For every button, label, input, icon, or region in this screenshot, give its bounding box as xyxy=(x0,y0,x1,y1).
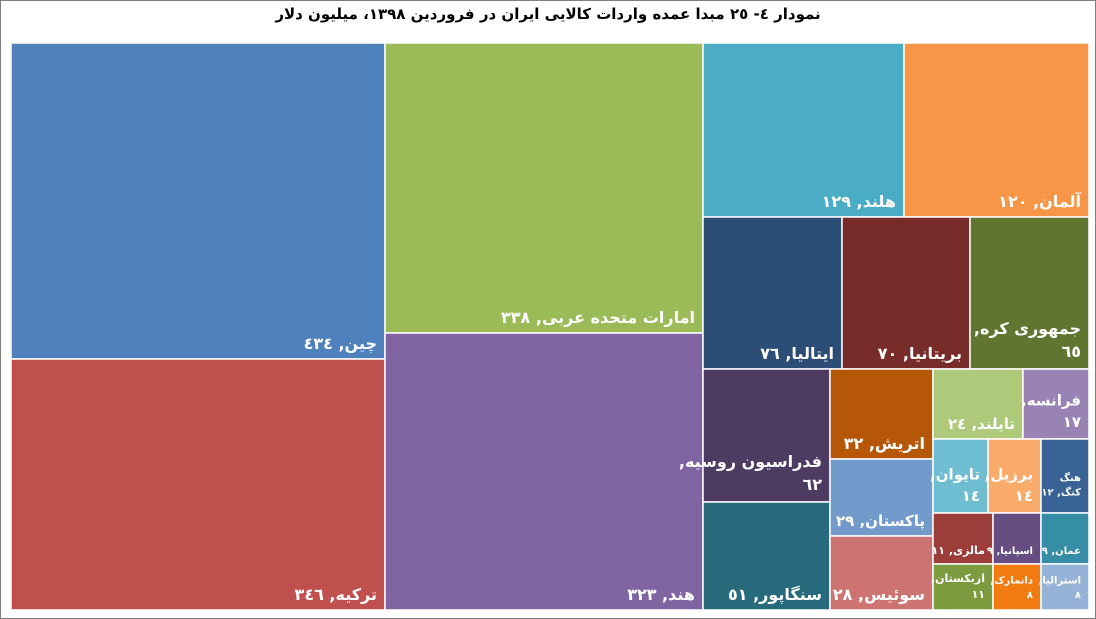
tile-label-3: امارات متحده عربی, ٣٣٨ xyxy=(501,308,695,327)
treemap-tile-24 xyxy=(992,563,1042,611)
tile-label-20: مالزی, ١١ xyxy=(932,544,985,557)
tile-label-17-line-2: ١٤ xyxy=(962,487,980,505)
tile-label-21-line-2: ١١ xyxy=(972,588,985,601)
treemap-tile-4 xyxy=(384,332,704,611)
treemap-tile-22 xyxy=(992,512,1042,565)
treemap-tile-23 xyxy=(1040,512,1090,565)
tile-label-22: اسپانیا, ٩ xyxy=(987,546,1033,557)
tile-label-19-line-1: هنگ xyxy=(1060,472,1081,484)
treemap-tile-2 xyxy=(10,358,386,611)
chart-title: نمودار ٤- ٢٥ مبدا عمده واردات کالایی ایر… xyxy=(275,5,821,23)
tile-label-17-line-1: تایوان, xyxy=(930,465,980,483)
treemap-tile-14 xyxy=(829,535,934,611)
tile-label-5: هلند, ١٢٩ xyxy=(822,192,896,211)
tile-label-4: هند, ٣٢٣ xyxy=(627,585,695,604)
tile-label-24-line-1: دانمارک, xyxy=(990,576,1033,587)
tile-label-15: تایلند, ٢٤ xyxy=(948,415,1015,433)
tile-label-9-line-2: ٦٥ xyxy=(1061,342,1081,361)
tile-label-23: عمان, ٩ xyxy=(1042,546,1081,557)
treemap-tile-17 xyxy=(932,438,989,514)
treemap-tile-19 xyxy=(1040,438,1090,514)
treemap-tile-5 xyxy=(702,42,905,218)
tile-label-2: ترکیه, ٣٤٦ xyxy=(295,585,377,604)
treemap-tile-15 xyxy=(932,368,1024,440)
tile-label-14: سوئیس, ٢٨ xyxy=(833,585,925,604)
tile-label-18-line-2: ١٤ xyxy=(1015,487,1033,505)
treemap-tile-21 xyxy=(932,563,994,611)
tile-label-16-line-1: فرانسه, xyxy=(1021,391,1081,409)
treemap-tile-11 xyxy=(702,501,831,611)
treemap-tile-3 xyxy=(384,42,704,334)
treemap-tile-25 xyxy=(1040,563,1090,611)
tile-label-21-line-1: ازبکستان, xyxy=(931,572,985,585)
tile-label-12: اتریش, ٣٢ xyxy=(844,434,925,453)
tile-label-6: آلمان, ١٢٠ xyxy=(998,191,1081,211)
tile-label-25-line-1: استرالیا, xyxy=(1039,576,1081,587)
tile-label-1: چین, ٤٣٤ xyxy=(304,334,377,354)
treemap-tile-1 xyxy=(10,42,386,360)
tile-label-13: پاکستان, ٢٩ xyxy=(836,512,925,531)
tile-label-9-line-1: جمهوری کره, xyxy=(974,319,1081,338)
tile-label-19-line-2: کنگ, ١٢ xyxy=(1041,487,1081,499)
tile-label-11: سنگاپور, ٥١ xyxy=(728,585,822,605)
tile-label-24-line-2: ٨ xyxy=(1027,590,1033,601)
tile-label-25-line-2: ٨ xyxy=(1075,590,1081,601)
tile-label-10-line-2: ٦٢ xyxy=(802,475,822,494)
tile-label-10-line-1: فدراسیون روسیه, xyxy=(679,452,822,471)
tile-label-8: بریتانیا, ٧٠ xyxy=(878,344,962,363)
tile-label-16-line-2: ١٧ xyxy=(1063,413,1081,431)
treemap-tile-12 xyxy=(829,368,934,460)
treemap-tile-13 xyxy=(829,458,934,537)
tile-label-7: ایتالیا, ٧٦ xyxy=(760,344,834,363)
treemap-tile-6 xyxy=(903,42,1090,218)
tile-label-18-line-1: برزیل, xyxy=(985,465,1033,483)
